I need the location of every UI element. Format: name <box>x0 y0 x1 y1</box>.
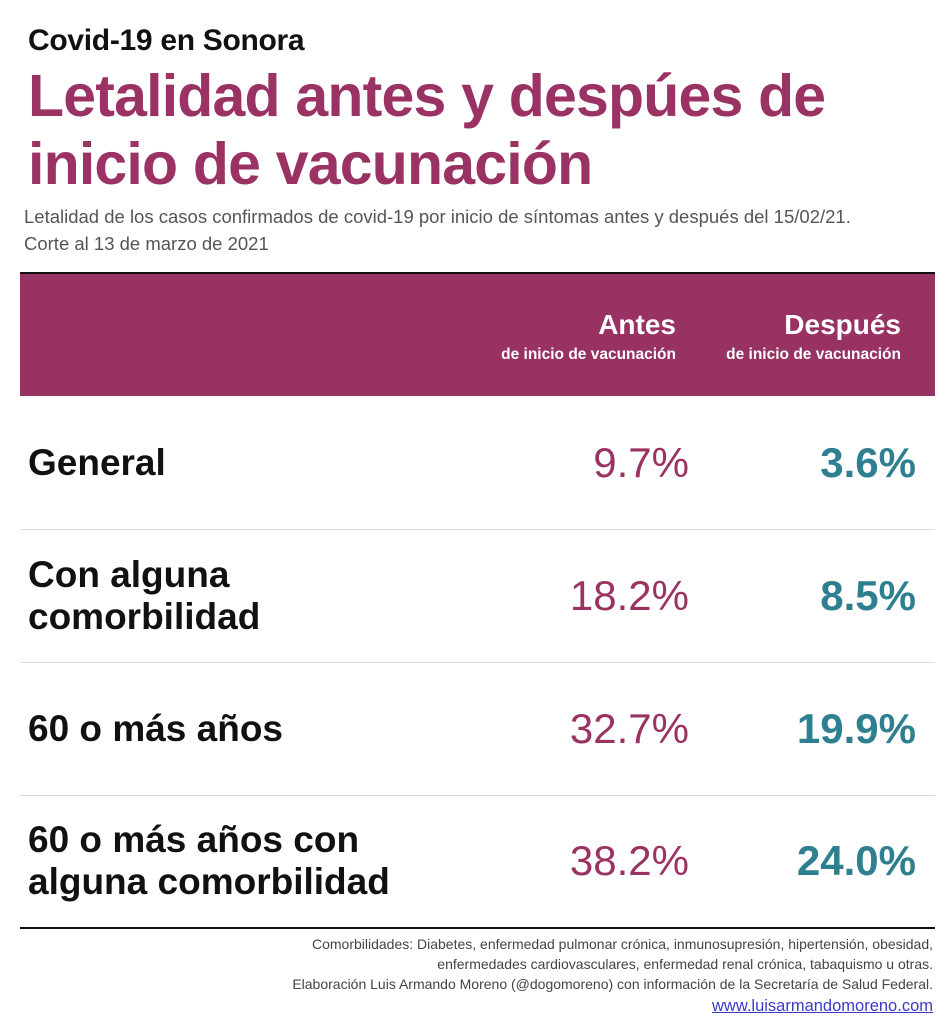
row-separator <box>20 529 935 530</box>
row-separator <box>20 795 935 796</box>
website-link[interactable]: www.luisarmandomoreno.com <box>711 997 933 1015</box>
row-separator <box>20 662 935 663</box>
footnote-line-3: Elaboración Luis Armando Moreno (@dogomo… <box>292 976 933 992</box>
row-label: General <box>28 442 166 484</box>
row-label: 60 o más años <box>28 708 283 750</box>
table-header <box>20 274 935 396</box>
value-antes: 32.7% <box>569 704 689 752</box>
value-despues: 8.5% <box>820 571 916 619</box>
value-antes: 38.2% <box>569 837 689 884</box>
value-antes: 9.7% <box>593 439 689 486</box>
column-header-antes: Antes de inicio de vacunación <box>501 308 676 366</box>
row-label-line: comorbilidad <box>28 595 261 637</box>
column-subtitle-despues: de inicio de vacunación <box>726 346 901 363</box>
page-title: Letalidad antes y despúes de inicio de v… <box>28 63 826 197</box>
value-despues: 3.6% <box>820 439 916 486</box>
value-despues: 24.0% <box>796 837 916 884</box>
column-title-antes: Antes <box>598 309 676 340</box>
footnote-line-2: enfermedades cardiovasculares, enfermeda… <box>437 956 933 972</box>
table-top-rule <box>20 272 935 274</box>
row-label: Con alguna comorbilidad <box>28 554 260 638</box>
row-label: 60 o más años con alguna comorbilidad <box>28 819 390 903</box>
footnote-line-1: Comorbilidades: Diabetes, enfermedad pul… <box>311 936 933 952</box>
row-label-line: 60 o más años <box>28 707 284 749</box>
column-subtitle-antes: de inicio de vacunación <box>501 346 676 363</box>
row-label-line: General <box>28 442 166 483</box>
value-despues: 19.9% <box>796 704 916 752</box>
row-label-line: alguna comorbilidad <box>28 861 390 902</box>
value-antes: 18.2% <box>569 571 689 619</box>
subtitle-line-1: Letalidad de los casos confirmados de co… <box>24 206 851 227</box>
kicker: Covid-19 en Sonora <box>28 24 305 57</box>
subtitle-line-2: Corte al 13 de marzo de 2021 <box>24 233 269 254</box>
row-label-line: 60 o más años con <box>28 819 360 860</box>
subtitle: Letalidad de los casos confirmados de co… <box>24 203 934 257</box>
table-bottom-rule <box>20 927 935 929</box>
column-header-despues: Después de inicio de vacunación <box>726 308 901 366</box>
footnote: Comorbilidades: Diabetes, enfermedad pul… <box>33 934 933 1016</box>
row-label-line: Con alguna <box>28 553 230 595</box>
column-title-despues: Después <box>784 309 901 340</box>
